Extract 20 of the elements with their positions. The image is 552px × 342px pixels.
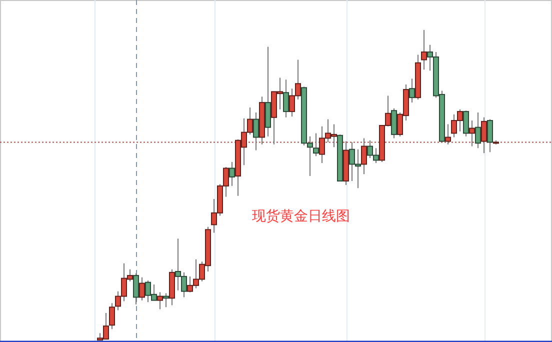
candlestick [469, 120, 475, 147]
text: 现货黄金日线图 [252, 208, 350, 225]
candlestick [313, 132, 319, 157]
candlestick [487, 118, 493, 153]
candlestick [421, 30, 427, 70]
candlestick [229, 162, 235, 186]
candlestick [157, 292, 163, 310]
candlestick [409, 78, 415, 104]
candlestick [463, 110, 469, 137]
candlestick [283, 79, 289, 118]
candlestick [475, 112, 481, 149]
candlestick [253, 112, 259, 151]
candlestick [445, 124, 451, 145]
candlestick [109, 302, 115, 330]
candlestick [139, 276, 145, 301]
candlestick [361, 138, 367, 175]
candlestick [391, 108, 397, 139]
candlestick [133, 272, 139, 305]
candlestick [163, 292, 169, 308]
candlestick [481, 116, 487, 154]
